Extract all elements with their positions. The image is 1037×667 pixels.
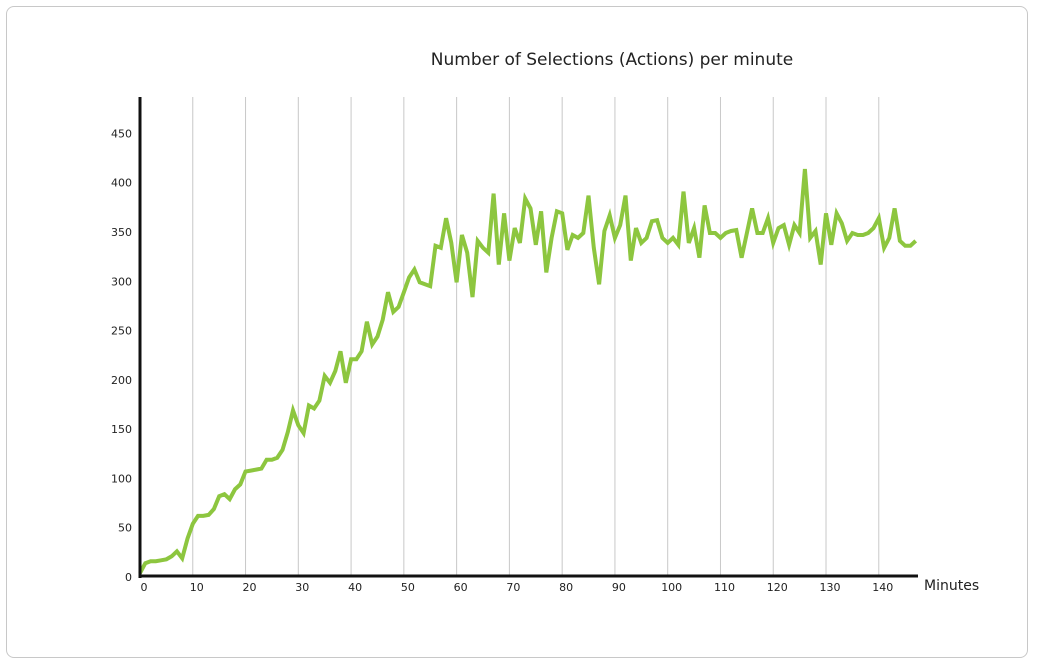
y-tick-label: 250 (111, 325, 132, 338)
y-tick-label: 0 (125, 571, 132, 584)
x-tick-label: 30 (295, 581, 309, 594)
x-tick-label: 120 (767, 581, 788, 594)
x-tick-label: 20 (243, 581, 257, 594)
x-axis-label: Minutes (924, 578, 979, 594)
y-tick-label: 100 (111, 472, 132, 485)
x-tick-label: 140 (872, 581, 893, 594)
x-tick-label: 70 (506, 581, 520, 594)
data-line (138, 168, 918, 575)
x-tick-label: 50 (401, 581, 415, 594)
y-tick-label: 450 (111, 127, 132, 140)
x-tick-label: 0 (141, 581, 148, 594)
x-tick-label: 60 (454, 581, 468, 594)
x-tick-label: 40 (348, 581, 362, 594)
chart-title: Number of Selections (Actions) per minut… (431, 50, 793, 70)
panel (6, 6, 1028, 658)
x-tick-label: 90 (612, 581, 626, 594)
y-tick-label: 350 (111, 226, 132, 239)
x-tick-label: 130 (820, 581, 841, 594)
x-tick-label: 80 (559, 581, 573, 594)
y-tick-label: 50 (118, 522, 132, 535)
y-tick-label: 300 (111, 275, 132, 288)
y-tick-label: 200 (111, 374, 132, 387)
x-tick-label: 110 (714, 581, 735, 594)
y-tick-label: 150 (111, 423, 132, 436)
y-tick-label: 400 (111, 177, 132, 190)
x-tick-label: 100 (661, 581, 682, 594)
x-tick-label: 10 (190, 581, 204, 594)
